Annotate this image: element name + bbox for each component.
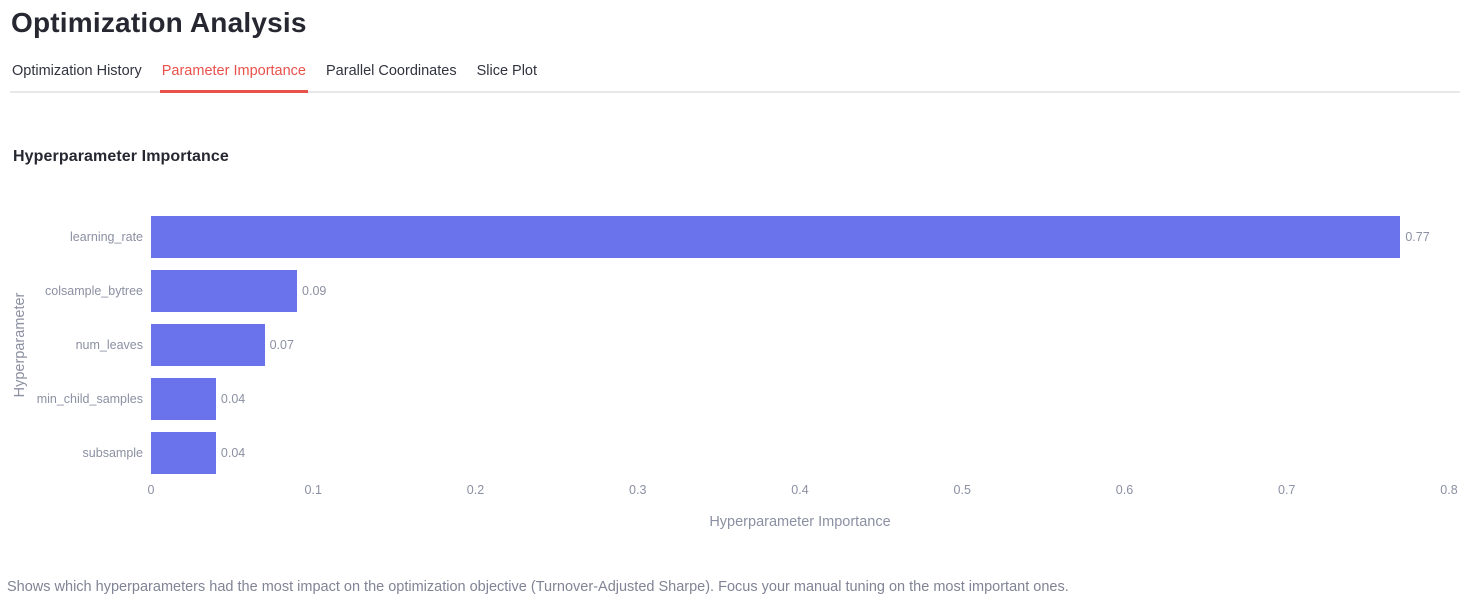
bar-value-label: 0.04 bbox=[220, 392, 246, 406]
bar-row-subsample: subsample 0.04 bbox=[0, 426, 1464, 480]
x-tick-label: 0.8 bbox=[1440, 483, 1458, 497]
y-tick-label: subsample bbox=[82, 446, 143, 460]
y-axis-title: Hyperparameter bbox=[12, 292, 28, 398]
x-axis-ticks: 0 0.1 0.2 0.3 0.4 0.5 0.6 0.7 0.8 bbox=[147, 483, 1458, 499]
y-tick-label: colsample_bytree bbox=[45, 284, 143, 298]
x-tick-label: 0 bbox=[147, 483, 155, 497]
x-tick-label: 0.3 bbox=[629, 483, 647, 497]
footer-note: Shows which hyperparameters had the most… bbox=[7, 579, 1069, 595]
bar-row-learning_rate: learning_rate 0.77 bbox=[0, 210, 1464, 264]
tab-parameter-importance[interactable]: Parameter Importance bbox=[159, 61, 308, 93]
x-tick-label: 0.7 bbox=[1278, 483, 1296, 497]
x-axis-title: Hyperparameter Importance bbox=[709, 514, 891, 530]
bar-track: 0.07 bbox=[151, 324, 1449, 366]
bar-row-num_leaves: num_leaves 0.07 bbox=[0, 318, 1464, 372]
section-heading: Hyperparameter Importance bbox=[13, 148, 229, 165]
x-tick-label: 0.6 bbox=[1115, 483, 1134, 497]
bar-row-min_child_samples: min_child_samples 0.04 bbox=[0, 372, 1464, 426]
tab-slice-plot[interactable]: Slice Plot bbox=[475, 61, 539, 91]
y-tick-label: min_child_samples bbox=[36, 392, 143, 406]
bar-subsample[interactable] bbox=[151, 432, 216, 474]
bar-track: 0.77 bbox=[151, 216, 1449, 258]
x-tick-label: 0.4 bbox=[791, 483, 809, 497]
y-tick-label: num_leaves bbox=[75, 338, 143, 352]
tab-parallel-coordinates[interactable]: Parallel Coordinates bbox=[324, 61, 459, 91]
x-tick-label: 0.2 bbox=[466, 483, 485, 497]
bar-track: 0.04 bbox=[151, 378, 1449, 420]
tab-optimization-history[interactable]: Optimization History bbox=[10, 61, 144, 91]
page-title: Optimization Analysis bbox=[11, 7, 307, 38]
bar-value-label: 0.77 bbox=[1405, 230, 1430, 244]
bar-value-label: 0.09 bbox=[302, 284, 327, 298]
tab-bar: Optimization History Parameter Importance… bbox=[10, 61, 1460, 93]
bar-num_leaves[interactable] bbox=[151, 324, 265, 366]
bar-learning_rate[interactable] bbox=[151, 216, 1401, 258]
bar-track: 0.09 bbox=[151, 270, 1449, 312]
x-tick-label: 0.1 bbox=[304, 483, 322, 497]
chart-plot-area[interactable]: Hyperparameter learning_rate 0.77 colsampl… bbox=[0, 210, 1464, 480]
bar-value-label: 0.07 bbox=[269, 338, 294, 352]
bar-value-label: 0.04 bbox=[220, 446, 246, 460]
hyperparameter-importance-chart[interactable]: Hyperparameter learning_rate 0.77 colsampl… bbox=[0, 210, 1464, 531]
x-tick-label: 0.5 bbox=[953, 483, 971, 497]
bar-colsample_bytree[interactable] bbox=[151, 270, 298, 312]
y-tick-label: learning_rate bbox=[70, 230, 143, 244]
bar-row-colsample_bytree: colsample_bytree 0.09 bbox=[0, 264, 1464, 318]
bar-track: 0.04 bbox=[151, 432, 1449, 474]
page: Optimization Analysis Optimization Histo… bbox=[0, 7, 1464, 595]
bar-min_child_samples[interactable] bbox=[151, 378, 216, 420]
